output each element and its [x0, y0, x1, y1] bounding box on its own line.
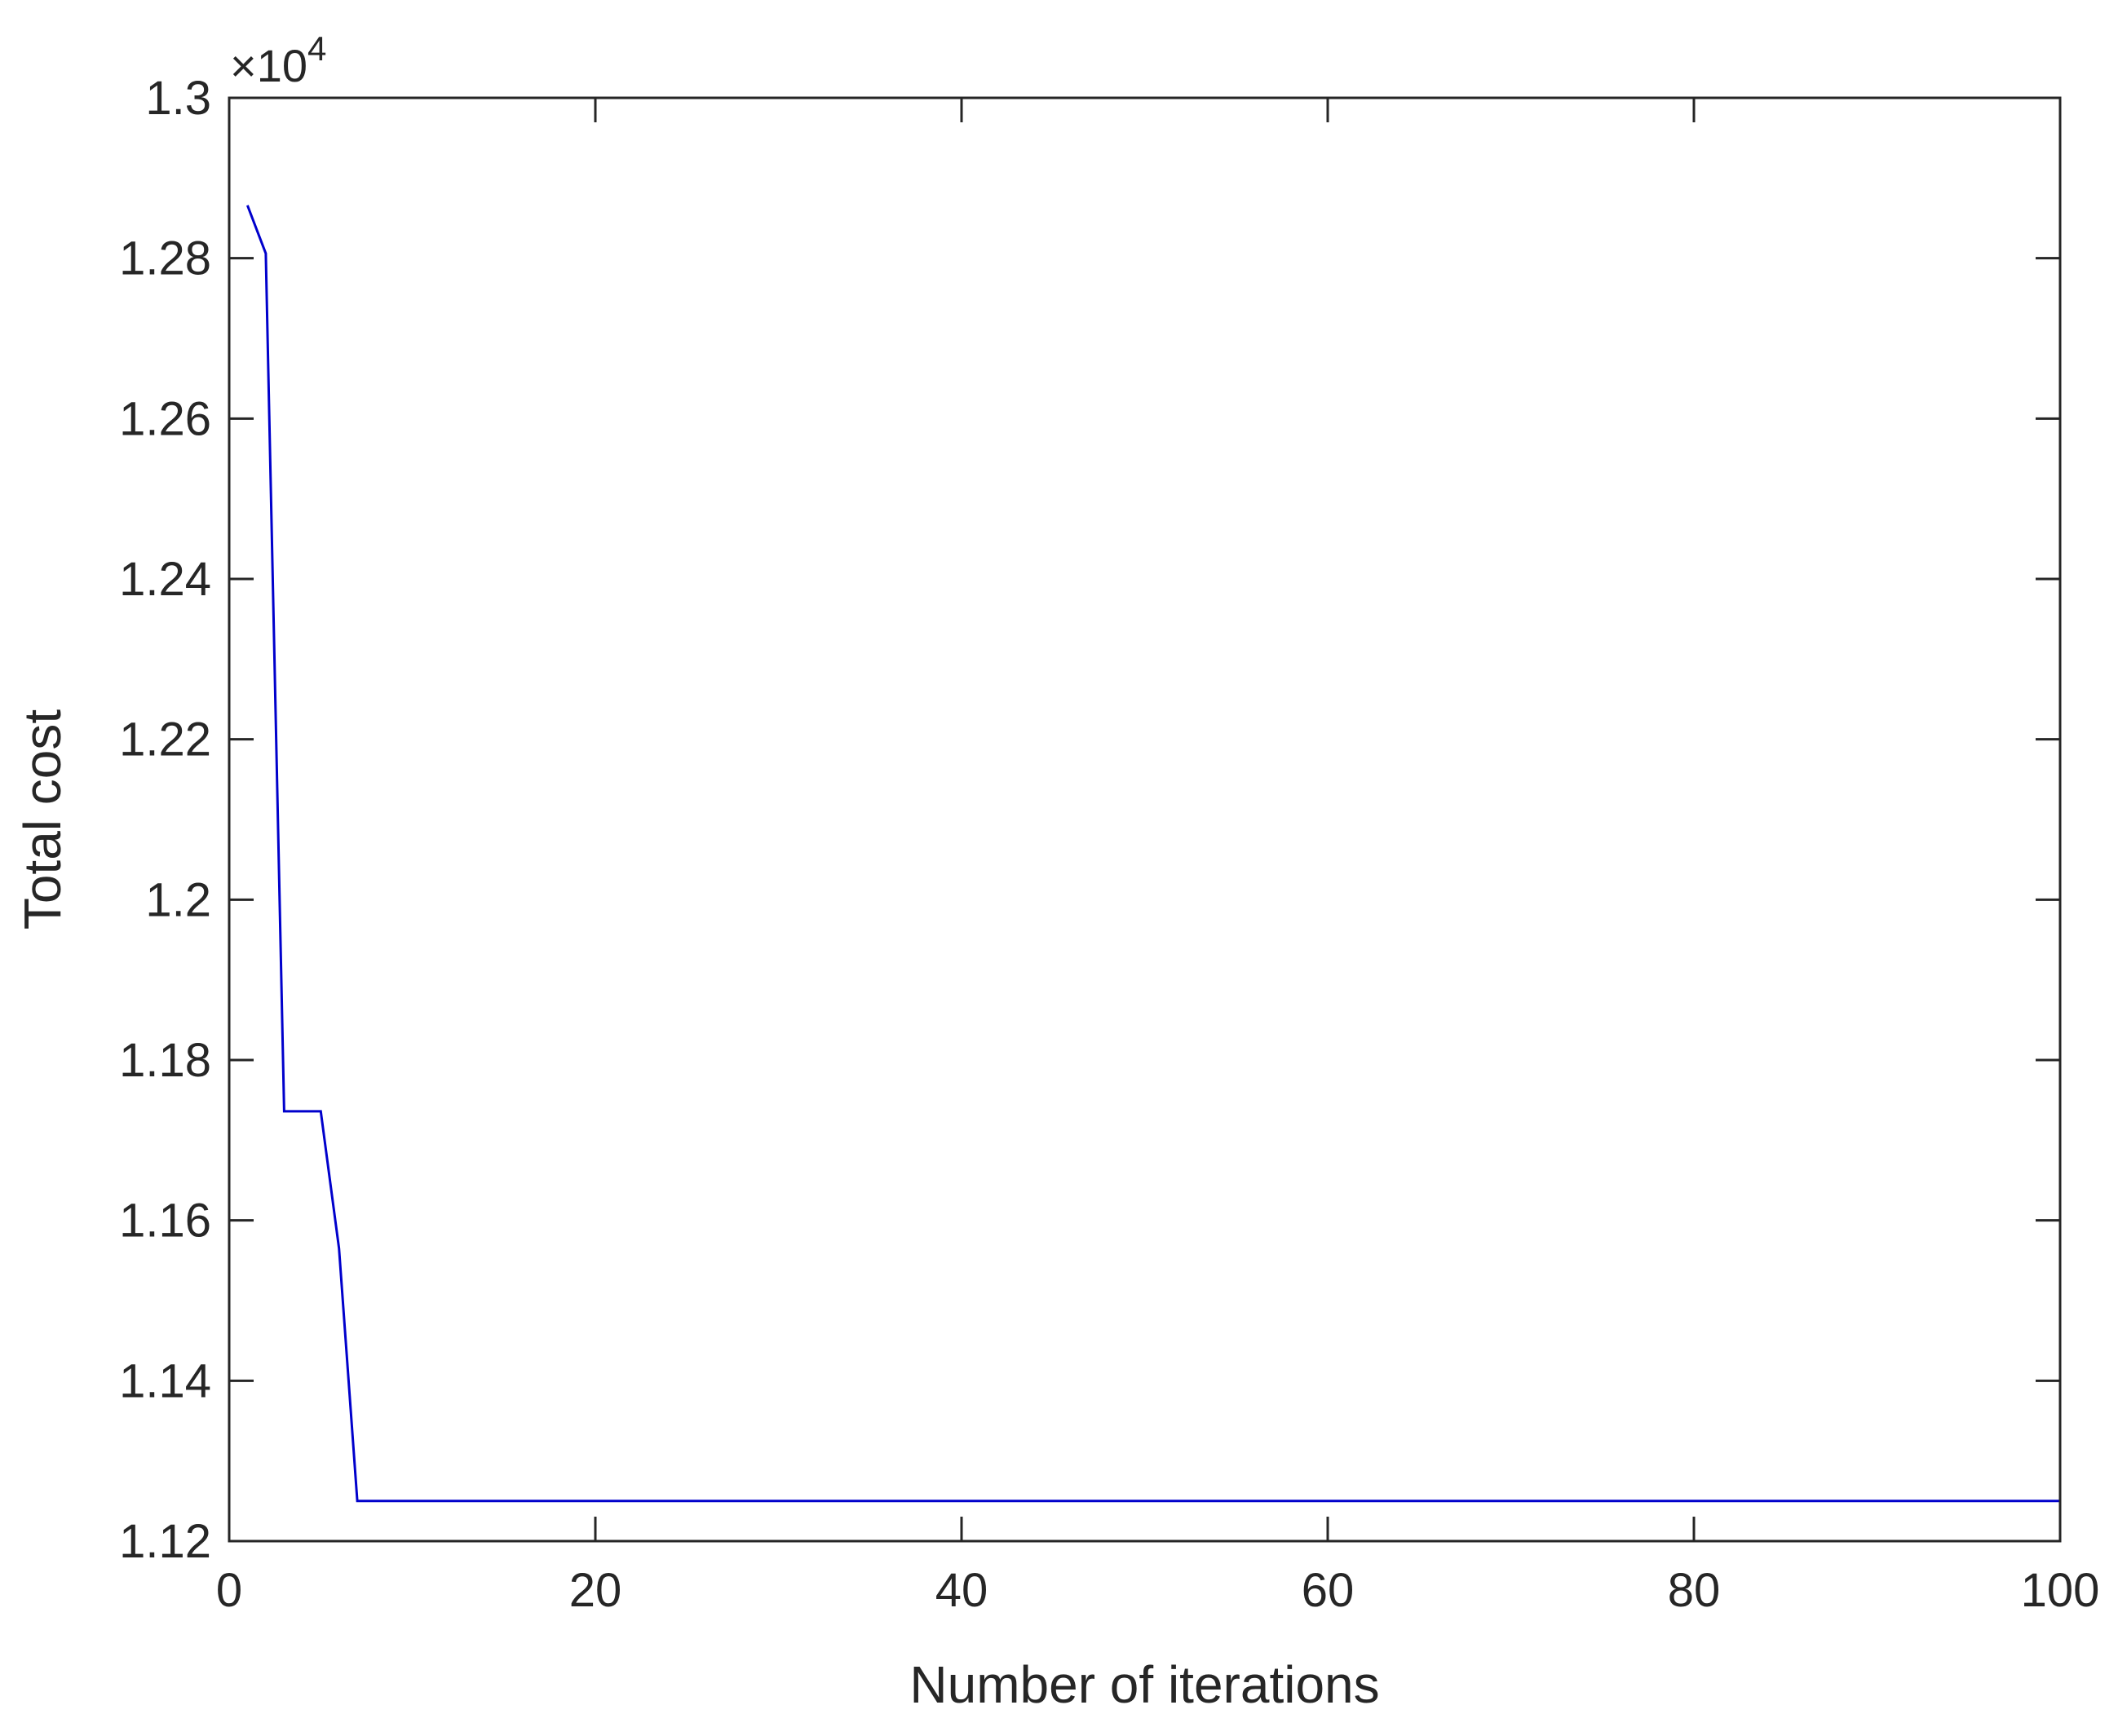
axes-box [228, 96, 2062, 1543]
y-axis-label: Total cost [13, 709, 72, 930]
y-axis-exponent-base: ×10 [230, 40, 307, 91]
ticks-layer: 0 20 40 60 80 100 1.12 1.14 1.16 1.18 1.2 1.22 1.24 1… [119, 72, 2099, 1617]
x-tick-label: 80 [1668, 1564, 1721, 1617]
y-tick-label: 1.16 [119, 1195, 211, 1248]
x-axis-label: Number of iterations [909, 1655, 1379, 1714]
series-line [245, 205, 2060, 1503]
x-tick-label: 40 [935, 1564, 988, 1617]
labels-layer: Number of iterations Total cost ×104 [13, 29, 1380, 1714]
y-tick-label: 1.28 [119, 232, 211, 285]
y-tick-label: 1.18 [119, 1034, 211, 1087]
y-tick-label: 1.22 [119, 713, 211, 766]
y-axis-exponent-power: 4 [307, 29, 326, 68]
x-tick-label: 0 [216, 1564, 242, 1617]
y-axis-exponent: ×104 [230, 29, 326, 91]
x-tick-label: 60 [1302, 1564, 1355, 1617]
x-tick-label: 20 [569, 1564, 622, 1617]
x-tick-label: 100 [2021, 1564, 2100, 1617]
y-tick-label: 1.14 [119, 1354, 211, 1407]
series-layer [245, 205, 2060, 1503]
y-tick-label: 1.3 [145, 72, 211, 125]
y-tick-label: 1.2 [145, 873, 211, 926]
y-tick-label: 1.12 [119, 1515, 211, 1568]
y-tick-label: 1.26 [119, 392, 211, 445]
y-tick-label: 1.24 [119, 553, 211, 606]
